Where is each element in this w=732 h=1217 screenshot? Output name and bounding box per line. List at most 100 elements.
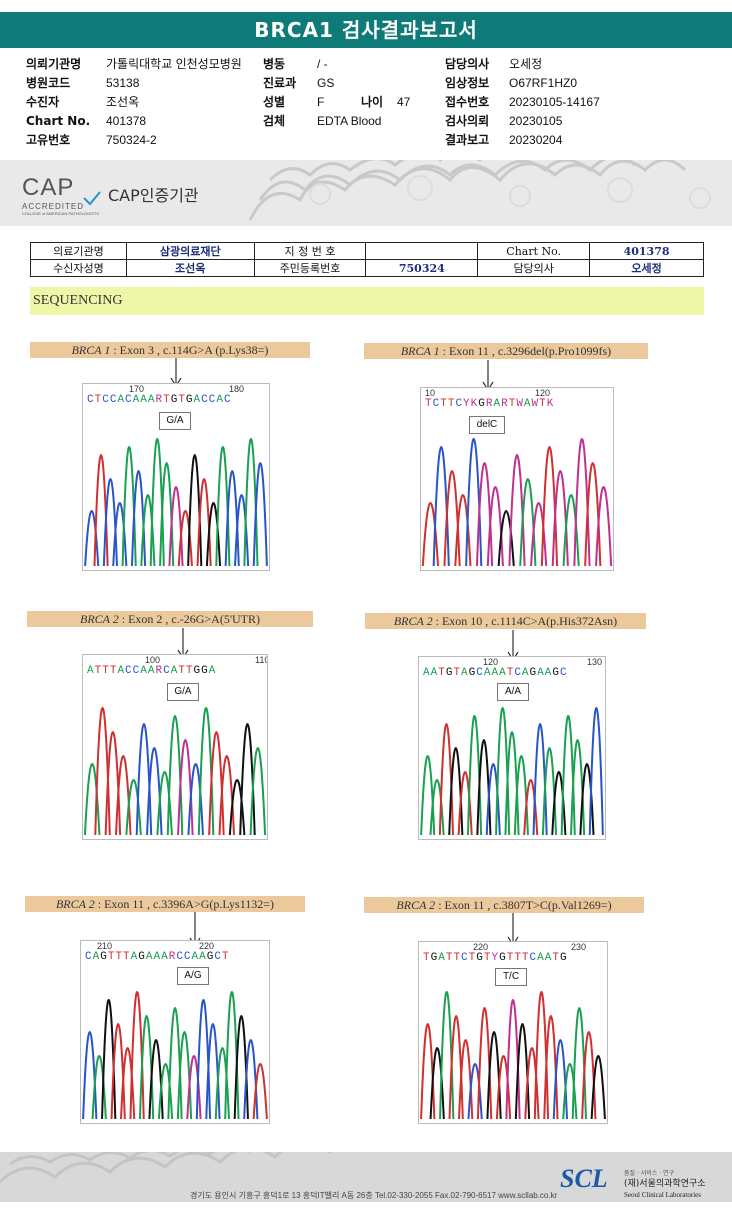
trace-peak	[524, 1047, 540, 1120]
base-letter: C	[529, 952, 538, 964]
base-letter: A	[145, 951, 154, 963]
cloud-pattern	[248, 160, 711, 221]
trace-peak	[84, 510, 100, 567]
trace-peak	[588, 707, 604, 836]
chromatogram-1: 170 180 CTCCACAAARTGTGACCAC G/A	[82, 383, 270, 571]
panel-label-3: BRCA 2 : Exon 2 , c.-26G>A(5'UTR)	[27, 611, 313, 627]
trace-peak	[157, 1063, 174, 1120]
table-cell: 지 정 번 호	[253, 242, 367, 260]
base-letter: C	[85, 951, 93, 963]
table-cell: 750324	[365, 259, 479, 277]
base-letter: T	[115, 951, 124, 963]
value-chart-no: 401378	[106, 114, 147, 128]
checkmark-icon	[83, 191, 101, 206]
table-cell: 주민등록번호	[253, 259, 367, 277]
trace-peak	[176, 1031, 193, 1120]
trace-peak	[148, 1039, 164, 1120]
cap-accredited-text: ACCREDITED	[22, 202, 85, 211]
base-letter: C	[163, 665, 171, 677]
trace-peak	[523, 779, 539, 836]
info-col-1: 의뢰기관명 가톨릭대학교 인천성모병원 병원코드 53138 수진자 조선옥 Char…	[26, 55, 242, 150]
trace-peak	[590, 1055, 606, 1120]
base-letter: G	[430, 952, 439, 964]
chromatogram-6: 220 230 TGATTCTGTYGTTTCAATG T/C	[418, 941, 608, 1124]
gene-name: BRCA 2	[79, 612, 119, 626]
base-letter: C	[476, 667, 484, 679]
base-letter: T	[447, 398, 456, 410]
base-letter: A	[130, 951, 139, 963]
trace-peak	[228, 779, 246, 836]
trace-peak	[504, 731, 520, 836]
base-letter: C	[176, 951, 184, 963]
trace-peak	[83, 763, 101, 836]
label-ward: 병동	[263, 57, 286, 71]
chromatogram-3: 100 110 ATTTACCAARCATTGGA G/A	[82, 654, 268, 840]
table-cell: 401378	[589, 242, 704, 260]
chromatogram-4: 120 130 AATGTAGCAAATCAGAAGC A/A	[418, 656, 606, 840]
trace-peak	[110, 1023, 126, 1120]
genotype-callout: T/C	[495, 968, 527, 986]
base-letter: A	[491, 667, 500, 679]
value-institution: 가톨릭대학교 인천성모병원	[106, 57, 242, 71]
section-title: SEQUENCING	[30, 287, 704, 315]
gene-name: BRCA 2	[396, 898, 436, 912]
base-letter: T	[102, 665, 110, 677]
base-letter: A	[147, 394, 156, 406]
trace-peak	[475, 462, 494, 567]
base-letter: A	[193, 394, 202, 406]
base-letter: C	[125, 394, 133, 406]
trace-peak	[104, 731, 122, 836]
variant-text: : Exon 2 , c.-26G>A(5'UTR)	[118, 612, 261, 626]
base-letter: T	[453, 952, 462, 964]
base-letter: T	[123, 951, 131, 963]
genotype-callout: G/A	[159, 412, 191, 430]
base-letter: C	[432, 398, 441, 410]
base-letter: G	[170, 394, 179, 406]
label-report-date: 결과보고	[445, 133, 490, 147]
base-letter: C	[132, 665, 141, 677]
base-letter: W	[516, 398, 524, 410]
base-letter: T	[425, 398, 433, 410]
trace-peak	[114, 755, 132, 836]
base-letter: R	[155, 665, 164, 677]
base-letter: T	[440, 398, 448, 410]
base-letter: G	[499, 952, 507, 964]
base-letter: A	[521, 667, 530, 679]
trace-peak	[243, 1039, 259, 1120]
base-letter: T	[552, 952, 560, 964]
trace-peak	[252, 462, 268, 567]
variant-text: : Exon 3 , c.114G>A (p.Lys38=)	[110, 343, 269, 357]
base-letter: G	[100, 951, 108, 963]
base-letter: C	[102, 394, 110, 406]
cap-logo-text: CAP	[22, 174, 75, 201]
trace-plot	[82, 991, 268, 1120]
base-letter: C	[183, 951, 192, 963]
genotype-callout: G/A	[167, 683, 199, 701]
label-clinical-info: 임상정보	[445, 76, 490, 90]
base-letter: K	[546, 398, 555, 410]
base-letter: A	[537, 952, 545, 964]
table-row: 의료기관명 삼광의료재단 지 정 번 호 Chart No. 401378	[30, 242, 704, 260]
genotype-callout: delC	[469, 416, 505, 434]
trace-peak	[156, 771, 173, 836]
value-patient: 조선옥	[106, 95, 140, 109]
base-letter: A	[438, 952, 446, 964]
base-letter: A	[199, 951, 207, 963]
base-letter: C	[514, 667, 522, 679]
base-letter: A	[87, 665, 95, 677]
trace-peak	[519, 478, 537, 567]
value-report-date: 20230204	[509, 133, 563, 147]
position-label: 10	[425, 388, 436, 398]
base-letter: T	[438, 667, 446, 679]
trace-peak	[82, 1031, 98, 1120]
base-letter: T	[185, 665, 194, 677]
trace-peak	[177, 739, 194, 836]
position-label: 100	[145, 655, 161, 665]
base-letter: C	[455, 398, 464, 410]
base-letter: A	[140, 665, 148, 677]
trace-peak	[458, 1039, 474, 1120]
chromatogram-5: 210 220 CAGTTTAGAAARCCAAGCT A/G	[80, 940, 270, 1124]
base-letter: A	[147, 665, 156, 677]
trace-peak	[252, 1063, 268, 1120]
cloud-pattern	[0, 1152, 333, 1184]
